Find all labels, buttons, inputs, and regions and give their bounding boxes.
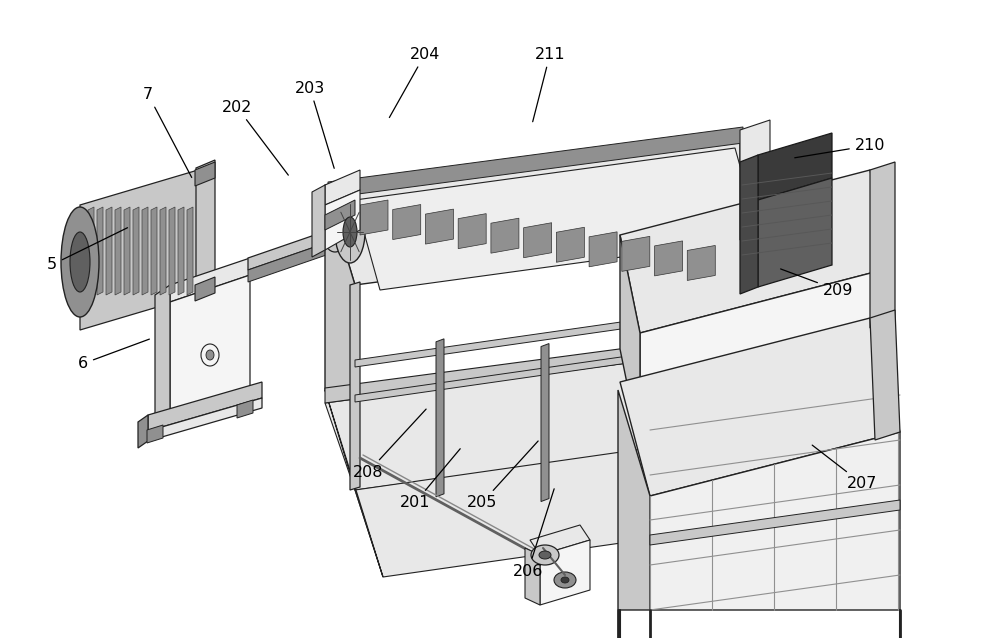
Polygon shape <box>740 155 758 294</box>
Text: 6: 6 <box>78 339 149 371</box>
Polygon shape <box>355 148 760 290</box>
Polygon shape <box>325 190 360 250</box>
Polygon shape <box>328 127 743 198</box>
Text: 202: 202 <box>222 100 288 175</box>
Polygon shape <box>325 185 355 490</box>
Polygon shape <box>80 170 198 330</box>
Polygon shape <box>541 343 549 501</box>
Polygon shape <box>740 120 770 240</box>
Text: 211: 211 <box>533 47 565 122</box>
Ellipse shape <box>201 344 219 366</box>
Polygon shape <box>237 400 253 418</box>
Polygon shape <box>312 185 325 257</box>
Polygon shape <box>148 398 262 441</box>
Text: 207: 207 <box>812 445 877 491</box>
Polygon shape <box>147 425 163 443</box>
Ellipse shape <box>70 232 90 292</box>
Polygon shape <box>870 162 895 328</box>
Ellipse shape <box>539 551 551 559</box>
Polygon shape <box>458 214 486 249</box>
Polygon shape <box>622 236 650 271</box>
Polygon shape <box>187 207 193 295</box>
Polygon shape <box>525 548 540 605</box>
Polygon shape <box>620 318 900 496</box>
Polygon shape <box>618 390 650 610</box>
Polygon shape <box>350 282 360 490</box>
Polygon shape <box>758 178 832 287</box>
Polygon shape <box>325 170 360 205</box>
Polygon shape <box>196 160 215 307</box>
Polygon shape <box>178 207 184 295</box>
Polygon shape <box>589 232 617 267</box>
Text: 201: 201 <box>400 449 460 510</box>
Polygon shape <box>687 246 715 281</box>
Polygon shape <box>195 277 215 301</box>
Ellipse shape <box>206 350 214 360</box>
Polygon shape <box>524 223 552 258</box>
Polygon shape <box>650 432 900 610</box>
Polygon shape <box>170 275 250 415</box>
Ellipse shape <box>531 545 559 565</box>
Polygon shape <box>758 133 832 200</box>
Polygon shape <box>325 200 355 230</box>
Text: 210: 210 <box>795 138 885 158</box>
Text: 7: 7 <box>143 87 192 177</box>
Polygon shape <box>540 540 590 605</box>
Polygon shape <box>325 333 740 403</box>
Polygon shape <box>170 258 250 302</box>
Polygon shape <box>124 207 130 295</box>
Text: 209: 209 <box>781 269 853 298</box>
Text: 204: 204 <box>389 47 440 117</box>
Polygon shape <box>97 207 103 295</box>
Polygon shape <box>325 130 768 285</box>
Polygon shape <box>325 390 383 577</box>
Polygon shape <box>148 382 262 431</box>
Text: 203: 203 <box>295 80 334 168</box>
Polygon shape <box>870 310 900 440</box>
Polygon shape <box>248 240 335 282</box>
Ellipse shape <box>61 207 99 317</box>
Polygon shape <box>195 162 215 186</box>
Text: 208: 208 <box>353 409 426 480</box>
Ellipse shape <box>554 572 576 588</box>
Ellipse shape <box>561 577 569 583</box>
Ellipse shape <box>343 217 357 247</box>
Polygon shape <box>530 525 590 555</box>
Text: 205: 205 <box>467 441 538 510</box>
Polygon shape <box>740 130 768 435</box>
Polygon shape <box>355 435 768 577</box>
Polygon shape <box>360 200 388 235</box>
Polygon shape <box>556 227 584 262</box>
Polygon shape <box>640 268 890 447</box>
Polygon shape <box>655 241 683 276</box>
Ellipse shape <box>324 222 346 252</box>
Polygon shape <box>355 340 740 402</box>
Polygon shape <box>491 218 519 253</box>
Polygon shape <box>355 305 740 367</box>
Polygon shape <box>425 209 453 244</box>
Polygon shape <box>650 500 900 545</box>
Polygon shape <box>155 285 170 425</box>
Polygon shape <box>151 207 157 295</box>
Polygon shape <box>169 207 175 295</box>
Polygon shape <box>646 348 654 507</box>
Polygon shape <box>133 207 139 295</box>
Text: 5: 5 <box>47 228 128 272</box>
Polygon shape <box>735 332 745 435</box>
Polygon shape <box>138 415 148 448</box>
Polygon shape <box>160 207 166 295</box>
Polygon shape <box>106 207 112 295</box>
Ellipse shape <box>335 201 365 263</box>
Text: 206: 206 <box>513 489 554 579</box>
Polygon shape <box>620 235 640 447</box>
Polygon shape <box>88 207 94 295</box>
Polygon shape <box>115 207 121 295</box>
Polygon shape <box>248 228 335 270</box>
Polygon shape <box>142 207 148 295</box>
Polygon shape <box>620 170 890 333</box>
Polygon shape <box>325 348 768 490</box>
Polygon shape <box>393 205 421 239</box>
Polygon shape <box>436 339 444 497</box>
